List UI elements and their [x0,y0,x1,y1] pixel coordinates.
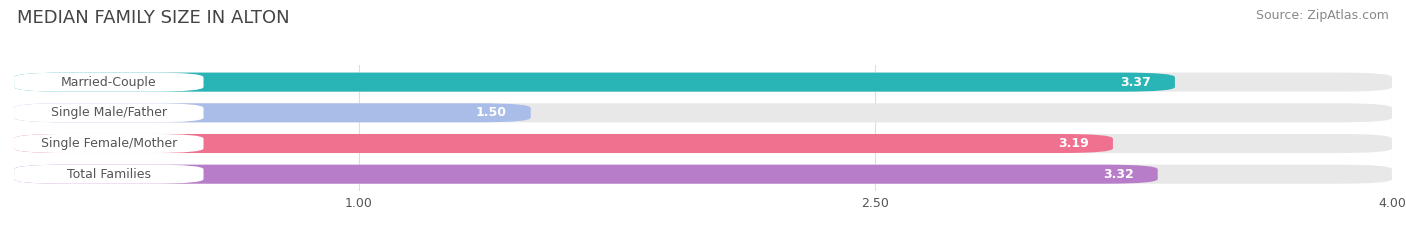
Text: 1.50: 1.50 [475,106,506,119]
FancyBboxPatch shape [14,134,1114,153]
Text: Source: ZipAtlas.com: Source: ZipAtlas.com [1256,9,1389,22]
FancyBboxPatch shape [14,165,1392,184]
FancyBboxPatch shape [14,134,1392,153]
Text: Single Male/Father: Single Male/Father [51,106,167,119]
FancyBboxPatch shape [14,73,1392,92]
FancyBboxPatch shape [14,165,204,184]
Text: Total Families: Total Families [67,168,150,181]
FancyBboxPatch shape [14,73,1175,92]
Text: 3.37: 3.37 [1121,76,1152,89]
FancyBboxPatch shape [14,103,204,122]
Text: MEDIAN FAMILY SIZE IN ALTON: MEDIAN FAMILY SIZE IN ALTON [17,9,290,27]
Text: Single Female/Mother: Single Female/Mother [41,137,177,150]
FancyBboxPatch shape [14,165,1157,184]
Text: 3.32: 3.32 [1102,168,1133,181]
FancyBboxPatch shape [14,103,531,122]
FancyBboxPatch shape [14,134,204,153]
Text: 3.19: 3.19 [1059,137,1088,150]
FancyBboxPatch shape [14,73,204,92]
FancyBboxPatch shape [14,103,1392,122]
Text: Married-Couple: Married-Couple [60,76,156,89]
